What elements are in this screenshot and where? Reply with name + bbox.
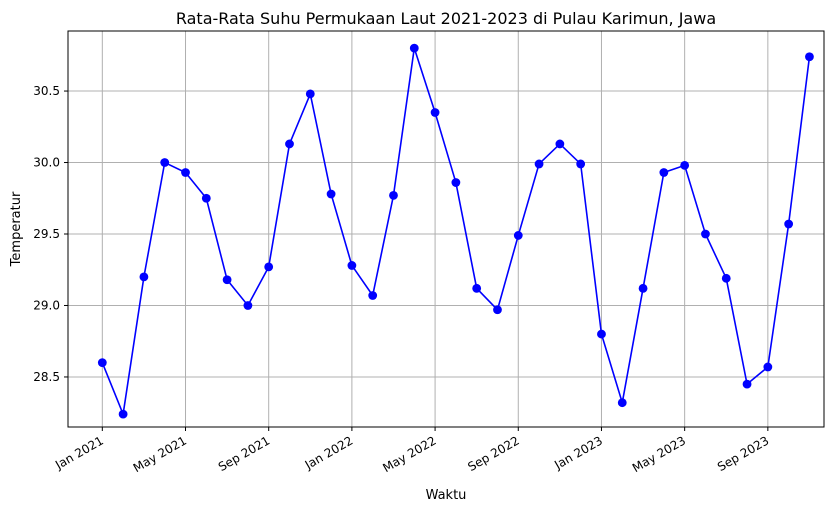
data-point (472, 283, 482, 293)
data-point (409, 43, 419, 53)
x-tick-label: Jan 2021 (52, 433, 106, 472)
x-tick-label: May 2021 (131, 433, 189, 475)
data-point (513, 231, 523, 240)
x-tick-label: Sep 2023 (715, 433, 771, 474)
y-tick-label: 29.0 (33, 298, 60, 312)
data-point (805, 52, 814, 62)
data-point (347, 261, 357, 270)
data-point (389, 191, 398, 200)
x-axis-label: Waktu (426, 488, 467, 503)
data-point (576, 159, 586, 169)
data-point (97, 358, 107, 368)
data-point (555, 139, 565, 149)
x-tick-label: May 2023 (630, 433, 688, 475)
data-point (742, 379, 752, 389)
data-point (222, 275, 232, 285)
y-tick-label: 30.5 (33, 84, 60, 98)
data-point (160, 158, 170, 167)
data-point (451, 178, 461, 187)
data-point (638, 283, 648, 293)
data-point (430, 108, 440, 117)
data-point (701, 229, 710, 239)
data-point (680, 160, 690, 170)
data-point (493, 305, 502, 315)
data-point (721, 273, 731, 283)
data-point (617, 398, 627, 408)
x-tick-label: Sep 2022 (465, 433, 521, 474)
x-tick-label: May 2022 (380, 433, 438, 475)
y-tick-label: 29.5 (33, 227, 60, 241)
data-series (97, 43, 814, 419)
data-point (534, 159, 544, 169)
data-point (118, 409, 128, 419)
x-tick-label: Jan 2022 (302, 433, 356, 472)
grid (68, 31, 824, 427)
data-point (243, 301, 253, 310)
y-axis-label: Temperatur (9, 191, 24, 267)
data-point (181, 168, 190, 177)
data-point (597, 329, 606, 339)
data-point (264, 262, 274, 272)
data-point (326, 189, 336, 199)
data-point (784, 219, 794, 229)
data-point (659, 168, 669, 177)
y-tick-label: 30.0 (33, 156, 60, 170)
data-point (139, 272, 149, 282)
data-point (305, 89, 315, 99)
plot-frame (67, 30, 825, 428)
data-point (763, 362, 773, 372)
y-tick-label: 28.5 (33, 370, 60, 384)
x-tick-label: Jan 2023 (551, 433, 605, 472)
data-point (368, 291, 378, 300)
data-point (201, 193, 211, 203)
chart-title: Rata-Rata Suhu Permukaan Laut 2021-2023 … (176, 9, 716, 28)
x-tick-label: Sep 2021 (216, 433, 272, 474)
data-point (285, 139, 294, 149)
